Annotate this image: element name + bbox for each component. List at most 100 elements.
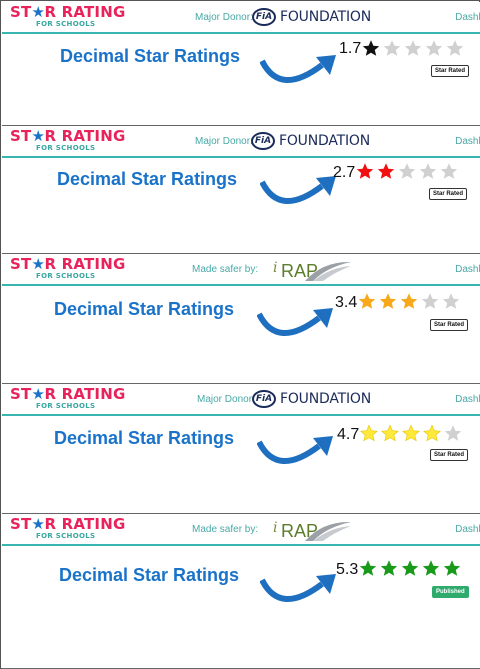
filled-star-icon xyxy=(358,293,376,309)
panel-title: Decimal Star Ratings xyxy=(54,428,235,448)
rating-value: 5.3 xyxy=(336,561,359,578)
sponsor-label: Major Donor: xyxy=(195,12,253,23)
star-rated-badge: Star Rated xyxy=(431,65,470,77)
panel-title: Decimal Star Ratings xyxy=(59,565,240,585)
logo-title: ST★R RATING xyxy=(10,127,126,145)
rating-panel-1: ST★R RATING FOR SCHOOLS Major Donor: FiA FOU… xyxy=(2,2,480,126)
filled-star-icon xyxy=(401,560,419,576)
rating-value: 2.7 xyxy=(333,164,356,181)
rating-panel-5: ST★R RATING FOR SCHOOLS Made safer by: i RAP… xyxy=(2,514,480,669)
rating-panel-2: ST★R RATING FOR SCHOOLS Major Donor: FiA FOU… xyxy=(2,126,480,254)
empty-star-icon xyxy=(442,293,460,309)
irap-logo: i RAP xyxy=(273,517,353,543)
sponsor-label: Major Donor: xyxy=(195,136,253,147)
logo-star-icon: ★ xyxy=(31,3,46,21)
empty-star-icon xyxy=(444,425,462,441)
dashboard-link[interactable]: Dashb xyxy=(455,12,480,23)
logo-star-icon: ★ xyxy=(31,127,46,145)
logo-subtitle: FOR SCHOOLS xyxy=(36,144,96,152)
filled-star-icon xyxy=(362,40,380,56)
star-rating xyxy=(362,39,467,57)
star-rated-badge: Star Rated xyxy=(430,449,469,461)
panel-header: ST★R RATING FOR SCHOOLS Made safer by: i RAP… xyxy=(2,514,480,546)
filled-star-icon xyxy=(402,424,420,442)
fia-foundation-text: FOUNDATION xyxy=(279,133,370,149)
curved-arrow-icon xyxy=(260,55,336,83)
rating-value: 4.7 xyxy=(337,426,360,443)
curved-arrow-icon xyxy=(260,574,336,602)
panel-title: Decimal Star Ratings xyxy=(54,299,235,319)
panel-title: Decimal Star Ratings xyxy=(57,169,238,189)
fia-foundation-text: FOUNDATION xyxy=(280,9,371,25)
star-rating-for-schools-logo[interactable]: ST★R RATING FOR SCHOOLS xyxy=(10,129,125,152)
star-rating xyxy=(356,162,461,180)
rating-value: 3.4 xyxy=(335,294,358,311)
logo-subtitle: FOR SCHOOLS xyxy=(36,532,96,540)
fia-emblem-icon: FiA xyxy=(251,132,275,150)
curved-arrow-icon xyxy=(257,308,333,336)
logo-subtitle: FOR SCHOOLS xyxy=(36,272,96,280)
logo-title: ST★R RATING xyxy=(10,255,126,273)
irap-logo: i RAP xyxy=(273,257,353,283)
logo-title: ST★R RATING xyxy=(10,3,126,21)
star-rating xyxy=(358,292,463,310)
rating-value: 1.7 xyxy=(339,40,362,57)
empty-star-icon xyxy=(440,163,458,179)
empty-star-icon xyxy=(404,40,422,56)
rating-panel-4: ST★R RATING FOR SCHOOLS Major Donor: FiA FOU… xyxy=(2,384,480,514)
empty-star-icon xyxy=(425,40,443,56)
published-badge: Published xyxy=(432,586,469,598)
star-rated-badge: Star Rated xyxy=(429,188,468,200)
sponsor-label: Major Donor: xyxy=(197,394,255,405)
rating-panel-3: ST★R RATING FOR SCHOOLS Made safer by: i RAP… xyxy=(2,254,480,384)
curved-arrow-icon xyxy=(260,176,336,204)
fia-foundation-text: FOUNDATION xyxy=(280,391,371,407)
filled-star-icon xyxy=(359,560,377,576)
star-rating-for-schools-logo[interactable]: ST★R RATING FOR SCHOOLS xyxy=(10,387,125,410)
logo-title: ST★R RATING xyxy=(10,515,126,533)
filled-star-icon xyxy=(356,163,374,179)
empty-star-icon xyxy=(421,293,439,309)
filled-star-icon xyxy=(400,293,418,309)
filled-star-icon xyxy=(360,424,378,442)
filled-star-icon xyxy=(422,560,440,576)
empty-star-icon xyxy=(383,40,401,56)
panel-header: ST★R RATING FOR SCHOOLS Major Donor: FiA FOU… xyxy=(2,2,480,34)
fia-emblem-icon: FiA xyxy=(252,390,276,408)
dashboard-link[interactable]: Dashb xyxy=(455,264,480,275)
star-rating xyxy=(359,559,464,577)
star-rating-for-schools-logo[interactable]: ST★R RATING FOR SCHOOLS xyxy=(10,5,125,28)
filled-star-icon xyxy=(379,293,397,309)
filled-star-icon xyxy=(443,560,461,576)
irap-road-swoosh-icon xyxy=(305,261,351,281)
fia-emblem-icon: FiA xyxy=(252,8,276,26)
logo-star-icon: ★ xyxy=(31,255,46,273)
logo-subtitle: FOR SCHOOLS xyxy=(36,20,96,28)
panel-header: ST★R RATING FOR SCHOOLS Major Donor: FiA FOU… xyxy=(2,384,480,416)
empty-star-icon xyxy=(419,163,437,179)
dashboard-link[interactable]: Dashb xyxy=(455,136,480,147)
empty-star-icon xyxy=(398,163,416,179)
star-rating-for-schools-logo[interactable]: ST★R RATING FOR SCHOOLS xyxy=(10,257,125,280)
irap-road-swoosh-icon xyxy=(305,521,351,541)
star-rated-badge: Star Rated xyxy=(430,319,469,331)
filled-star-icon xyxy=(423,424,441,442)
empty-star-icon xyxy=(446,40,464,56)
logo-title: ST★R RATING xyxy=(10,385,126,403)
filled-star-icon xyxy=(377,163,395,179)
panel-header: ST★R RATING FOR SCHOOLS Made safer by: i RAP… xyxy=(2,254,480,286)
dashboard-link[interactable]: Dashb xyxy=(455,394,480,405)
filled-star-icon xyxy=(381,424,399,442)
sponsor-label: Made safer by: xyxy=(192,264,259,275)
sponsor-label: Made safer by: xyxy=(192,524,259,535)
logo-star-icon: ★ xyxy=(31,385,46,403)
dashboard-link[interactable]: Dashb xyxy=(455,524,480,535)
logo-subtitle: FOR SCHOOLS xyxy=(36,402,96,410)
panel-header: ST★R RATING FOR SCHOOLS Major Donor: FiA FOU… xyxy=(2,126,480,158)
curved-arrow-icon xyxy=(257,436,333,464)
filled-star-icon xyxy=(380,560,398,576)
star-rating xyxy=(360,424,465,442)
star-rating-for-schools-logo[interactable]: ST★R RATING FOR SCHOOLS xyxy=(10,517,125,540)
logo-star-icon: ★ xyxy=(31,515,46,533)
